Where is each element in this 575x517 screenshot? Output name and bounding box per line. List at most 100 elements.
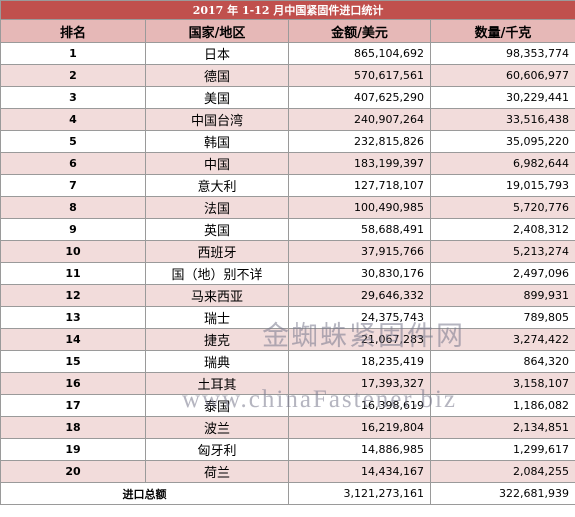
table-cell: 6,982,644 bbox=[429, 152, 575, 175]
table-cell: 2,408,312 bbox=[429, 218, 575, 241]
table-cell: 14 bbox=[0, 328, 146, 351]
table-row: 14 捷克 21,067,283 3,274,422 bbox=[0, 328, 575, 351]
title-row: 2017 年 1-12 月中国紧固件进口统计 bbox=[0, 0, 575, 20]
table-title: 2017 年 1-12 月中国紧固件进口统计 bbox=[0, 0, 575, 20]
table-cell: 3,274,422 bbox=[429, 328, 575, 351]
table-cell: 865,104,692 bbox=[288, 42, 431, 65]
table-cell: 1,299,617 bbox=[429, 438, 575, 461]
header-cell: 金额/美元 bbox=[288, 19, 431, 43]
table-cell: 789,805 bbox=[429, 306, 575, 329]
table-cell: 国（地）别不详 bbox=[145, 262, 289, 285]
table-cell: 2,084,255 bbox=[429, 460, 575, 483]
table-row: 20 荷兰 14,434,167 2,084,255 bbox=[0, 460, 575, 483]
table-cell: 土耳其 bbox=[145, 372, 289, 395]
table-row: 17 泰国 16,398,619 1,186,082 bbox=[0, 394, 575, 417]
table-row: 16 土耳其 17,393,327 3,158,107 bbox=[0, 372, 575, 395]
table-cell: 1,186,082 bbox=[429, 394, 575, 417]
table-row: 12 马来西亚 29,646,332 899,931 bbox=[0, 284, 575, 307]
table-cell: 10 bbox=[0, 240, 146, 263]
table-cell: 2 bbox=[0, 64, 146, 87]
table-cell: 意大利 bbox=[145, 174, 289, 197]
table-cell: 240,907,264 bbox=[288, 108, 431, 131]
table-row: 4 中国台湾 240,907,264 33,516,438 bbox=[0, 108, 575, 131]
table-cell: 19 bbox=[0, 438, 146, 461]
table-cell: 864,320 bbox=[429, 350, 575, 373]
table-cell: 荷兰 bbox=[145, 460, 289, 483]
table-row: 19 匈牙利 14,886,985 1,299,617 bbox=[0, 438, 575, 461]
table-row: 15 瑞典 18,235,419 864,320 bbox=[0, 350, 575, 373]
table-cell: 14,434,167 bbox=[288, 460, 431, 483]
table-row: 13 瑞士 24,375,743 789,805 bbox=[0, 306, 575, 329]
total-cell: 3,121,273,161 bbox=[288, 482, 431, 505]
table-cell: 日本 bbox=[145, 42, 289, 65]
table-row: 9 英国 58,688,491 2,408,312 bbox=[0, 218, 575, 241]
header-cell: 国家/地区 bbox=[145, 19, 289, 43]
table-cell: 37,915,766 bbox=[288, 240, 431, 263]
table-cell: 5 bbox=[0, 130, 146, 153]
table-row: 2 德国 570,617,561 60,606,977 bbox=[0, 64, 575, 87]
table-cell: 570,617,561 bbox=[288, 64, 431, 87]
table-cell: 14,886,985 bbox=[288, 438, 431, 461]
table-cell: 100,490,985 bbox=[288, 196, 431, 219]
table-row: 7 意大利 127,718,107 19,015,793 bbox=[0, 174, 575, 197]
table-cell: 11 bbox=[0, 262, 146, 285]
table-cell: 瑞士 bbox=[145, 306, 289, 329]
table-cell: 5,213,274 bbox=[429, 240, 575, 263]
table-cell: 4 bbox=[0, 108, 146, 131]
table-cell: 60,606,977 bbox=[429, 64, 575, 87]
table-cell: 5,720,776 bbox=[429, 196, 575, 219]
table-cell: 法国 bbox=[145, 196, 289, 219]
table-cell: 58,688,491 bbox=[288, 218, 431, 241]
table-cell: 16,398,619 bbox=[288, 394, 431, 417]
table-cell: 2,134,851 bbox=[429, 416, 575, 439]
table-cell: 30,830,176 bbox=[288, 262, 431, 285]
table-cell: 98,353,774 bbox=[429, 42, 575, 65]
table-cell: 127,718,107 bbox=[288, 174, 431, 197]
table-row: 11 国（地）别不详 30,830,176 2,497,096 bbox=[0, 262, 575, 285]
table-cell: 33,516,438 bbox=[429, 108, 575, 131]
table-cell: 9 bbox=[0, 218, 146, 241]
header-row: 排名 国家/地区 金额/美元 数量/千克 bbox=[0, 19, 575, 43]
header-cell: 排名 bbox=[0, 19, 146, 43]
table-cell: 捷克 bbox=[145, 328, 289, 351]
import-table: 2017 年 1-12 月中国紧固件进口统计 排名 国家/地区 金额/美元 数量… bbox=[0, 0, 575, 505]
table-cell: 16 bbox=[0, 372, 146, 395]
table-cell: 30,229,441 bbox=[429, 86, 575, 109]
table-row: 6 中国 183,199,397 6,982,644 bbox=[0, 152, 575, 175]
total-cell: 322,681,939 bbox=[429, 482, 575, 505]
table-cell: 20 bbox=[0, 460, 146, 483]
table-cell: 7 bbox=[0, 174, 146, 197]
table-cell: 19,015,793 bbox=[429, 174, 575, 197]
table-cell: 泰国 bbox=[145, 394, 289, 417]
total-row: 进口总额 3,121,273,161 322,681,939 bbox=[0, 482, 575, 505]
table-cell: 6 bbox=[0, 152, 146, 175]
table-cell: 8 bbox=[0, 196, 146, 219]
table-cell: 17,393,327 bbox=[288, 372, 431, 395]
header-cell: 数量/千克 bbox=[429, 19, 575, 43]
table-row: 1 日本 865,104,692 98,353,774 bbox=[0, 42, 575, 65]
table-row: 8 法国 100,490,985 5,720,776 bbox=[0, 196, 575, 219]
table-cell: 407,625,290 bbox=[288, 86, 431, 109]
table-cell: 中国台湾 bbox=[145, 108, 289, 131]
table-cell: 3,158,107 bbox=[429, 372, 575, 395]
table-cell: 899,931 bbox=[429, 284, 575, 307]
table-cell: 1 bbox=[0, 42, 146, 65]
table-cell: 马来西亚 bbox=[145, 284, 289, 307]
table-row: 18 波兰 16,219,804 2,134,851 bbox=[0, 416, 575, 439]
table-cell: 12 bbox=[0, 284, 146, 307]
total-label: 进口总额 bbox=[0, 482, 289, 505]
table-cell: 29,646,332 bbox=[288, 284, 431, 307]
table-cell: 英国 bbox=[145, 218, 289, 241]
table-cell: 24,375,743 bbox=[288, 306, 431, 329]
table-cell: 中国 bbox=[145, 152, 289, 175]
table-cell: 匈牙利 bbox=[145, 438, 289, 461]
table-cell: 17 bbox=[0, 394, 146, 417]
table-cell: 18 bbox=[0, 416, 146, 439]
table-cell: 15 bbox=[0, 350, 146, 373]
table-cell: 2,497,096 bbox=[429, 262, 575, 285]
table-cell: 美国 bbox=[145, 86, 289, 109]
table-cell: 13 bbox=[0, 306, 146, 329]
table-cell: 波兰 bbox=[145, 416, 289, 439]
table-row: 10 西班牙 37,915,766 5,213,274 bbox=[0, 240, 575, 263]
